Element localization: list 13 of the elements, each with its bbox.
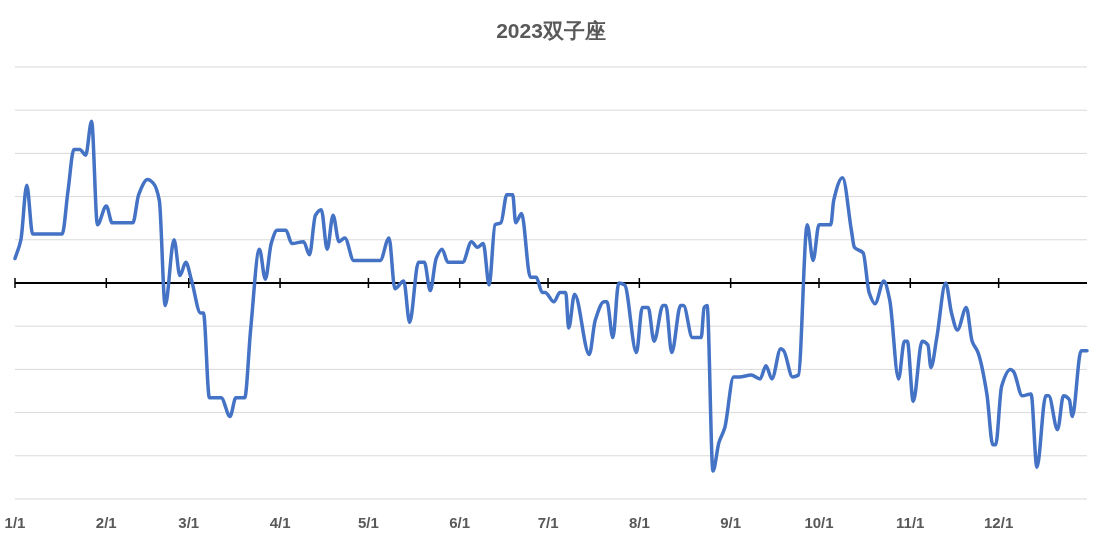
x-tick-label: 7/1 <box>537 514 559 531</box>
x-tick-label: 9/1 <box>720 514 742 531</box>
x-tick-label: 10/1 <box>804 514 834 531</box>
x-tick-label: 5/1 <box>357 514 379 531</box>
chart-title: 2023双子座 <box>496 19 606 42</box>
x-tick-label: 12/1 <box>984 514 1014 531</box>
x-tick-label: 2/1 <box>95 514 117 531</box>
x-tick-label: 6/1 <box>449 514 471 531</box>
x-tick-label: 3/1 <box>178 514 200 531</box>
x-tick-label: 4/1 <box>269 514 291 531</box>
x-tick-label: 1/1 <box>4 514 26 531</box>
x-tick-label: 8/1 <box>628 514 650 531</box>
x-tick-label: 11/1 <box>896 514 925 531</box>
